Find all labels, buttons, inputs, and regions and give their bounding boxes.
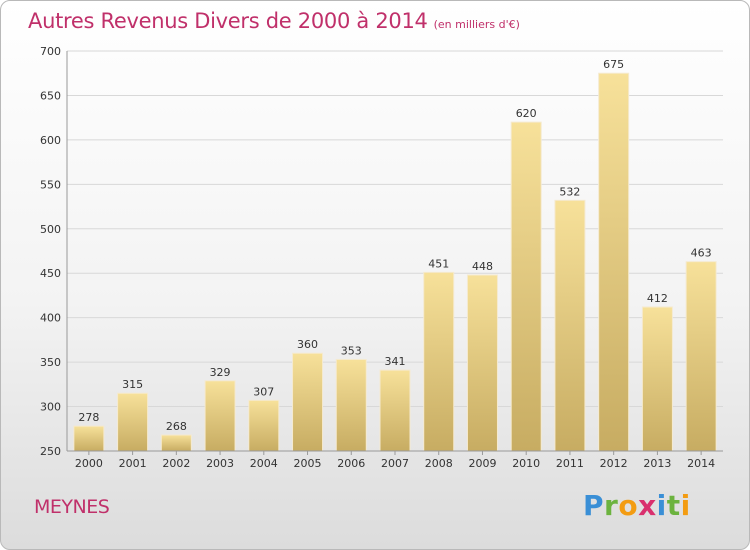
- x-tick-label-2002: 2002: [162, 457, 190, 470]
- y-tick-label: 600: [40, 134, 61, 147]
- chart-title: Autres Revenus Divers de 2000 à 2014 (en …: [28, 9, 520, 33]
- bar-2003: [204, 380, 236, 452]
- data-label-2011: 532: [559, 185, 580, 198]
- location-label: MEYNES: [34, 496, 110, 518]
- logo-letter: P: [583, 489, 605, 522]
- data-label-2008: 451: [428, 257, 449, 270]
- bar-2013: [641, 306, 673, 452]
- x-tick-label-2010: 2010: [512, 457, 540, 470]
- data-label-2010: 620: [516, 107, 537, 120]
- chart-title-text: Autres Revenus Divers de 2000 à 2014: [28, 9, 428, 33]
- bar-2012: [598, 72, 630, 452]
- proxiti-logo: Proxiti: [583, 489, 691, 522]
- data-label-2003: 329: [210, 366, 231, 379]
- x-tick-label-2013: 2013: [643, 457, 671, 470]
- bar-2007: [379, 369, 411, 452]
- x-tick-label-2003: 2003: [206, 457, 234, 470]
- bar-2001: [117, 392, 149, 452]
- x-tick-label-2009: 2009: [468, 457, 496, 470]
- y-tick-label: 250: [40, 445, 61, 458]
- x-tick-label-2014: 2014: [687, 457, 715, 470]
- y-tick-label: 650: [40, 89, 61, 102]
- data-label-2007: 341: [385, 355, 406, 368]
- bar-2000: [73, 425, 105, 452]
- logo-letter: t: [666, 489, 681, 522]
- bars: [73, 72, 717, 452]
- chart-unit: (en milliers d'€): [433, 18, 520, 31]
- logo-letter: x: [638, 489, 657, 522]
- bar-2006: [335, 358, 367, 452]
- x-tick-label-2005: 2005: [294, 457, 322, 470]
- x-tick-label-2007: 2007: [381, 457, 409, 470]
- x-tick-label-2000: 2000: [75, 457, 103, 470]
- bar-2002: [160, 434, 192, 452]
- x-tick-label-2012: 2012: [600, 457, 628, 470]
- axes: 250 300 350 400 450 500 550 600 650 700 2000 2001 20…: [40, 45, 723, 470]
- y-tick-label: 450: [40, 267, 61, 280]
- x-tick-label-2001: 2001: [119, 457, 147, 470]
- logo-letter: o: [618, 489, 639, 522]
- x-tick-label-2008: 2008: [425, 457, 453, 470]
- y-tick-label: 700: [40, 45, 61, 58]
- bar-2004: [248, 399, 280, 452]
- y-tick-label: 300: [40, 401, 61, 414]
- y-tick-label: 550: [40, 178, 61, 191]
- logo-letter: i: [656, 489, 667, 522]
- data-label-2009: 448: [472, 260, 493, 273]
- data-labels: 278 315 268 329 307 360 353 341 451 448 620 532 675 4…: [78, 58, 711, 433]
- bar-2011: [554, 199, 586, 452]
- data-label-2001: 315: [122, 378, 143, 391]
- data-label-2012: 675: [603, 58, 624, 71]
- x-tick-label-2011: 2011: [556, 457, 584, 470]
- data-label-2005: 360: [297, 338, 318, 351]
- bar-2010: [510, 121, 542, 452]
- y-tick-label: 350: [40, 356, 61, 369]
- bar-2008: [423, 271, 455, 452]
- data-label-2004: 307: [253, 385, 274, 398]
- y-tick-label: 400: [40, 312, 61, 325]
- bar-2014: [685, 261, 717, 452]
- y-tick-label: 500: [40, 223, 61, 236]
- data-label-2000: 278: [78, 411, 99, 424]
- x-tick-label-2004: 2004: [250, 457, 278, 470]
- data-label-2006: 353: [341, 344, 362, 357]
- data-label-2002: 268: [166, 420, 187, 433]
- x-tick-label-2006: 2006: [337, 457, 365, 470]
- bar-2005: [292, 352, 324, 452]
- bar-2009: [466, 274, 498, 452]
- data-label-2014: 463: [691, 247, 712, 260]
- logo-letter: r: [604, 489, 619, 522]
- logo-letter: i: [680, 489, 691, 522]
- data-label-2013: 412: [647, 292, 668, 305]
